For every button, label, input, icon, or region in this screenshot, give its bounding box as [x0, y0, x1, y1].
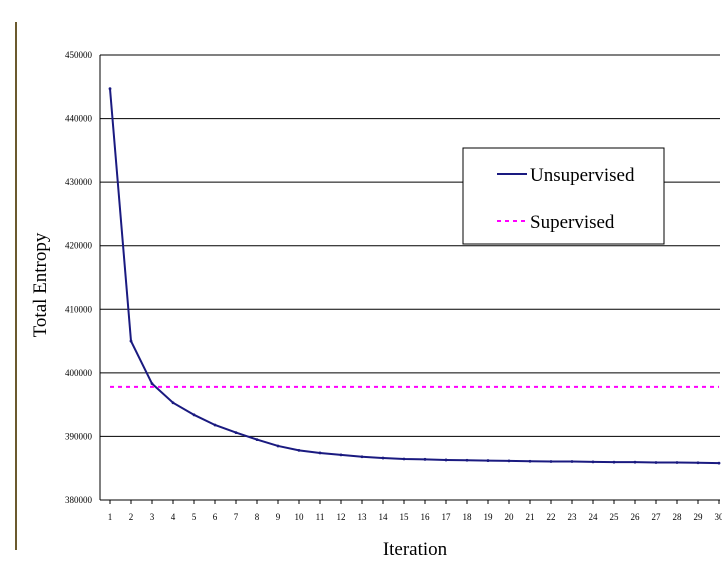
- x-tick-label: 14: [379, 512, 389, 522]
- y-tick-label: 430000: [65, 177, 93, 187]
- x-tick-label: 18: [463, 512, 473, 522]
- data-point-unsupervised: [403, 458, 406, 461]
- x-tick-label: 2: [129, 512, 134, 522]
- x-tick-label: 30: [715, 512, 722, 522]
- data-point-unsupervised: [109, 87, 112, 90]
- data-point-unsupervised: [151, 382, 154, 385]
- data-point-unsupervised: [466, 459, 469, 462]
- x-tick-label: 3: [150, 512, 155, 522]
- data-point-unsupervised: [424, 458, 427, 461]
- data-point-unsupervised: [319, 452, 322, 455]
- x-tick-label: 20: [505, 512, 515, 522]
- data-point-unsupervised: [571, 460, 574, 463]
- data-point-unsupervised: [655, 461, 658, 464]
- data-point-unsupervised: [298, 449, 301, 452]
- data-point-unsupervised: [193, 413, 196, 416]
- data-point-unsupervised: [718, 462, 721, 465]
- left-border-rule: [15, 22, 17, 550]
- y-tick-label: 450000: [65, 50, 93, 60]
- legend-label-unsupervised: Unsupervised: [530, 165, 635, 186]
- x-tick-label: 27: [652, 512, 662, 522]
- data-point-unsupervised: [634, 461, 637, 464]
- y-tick-labels: 380000 390000 400000 410000 420000 430000 4400…: [65, 50, 93, 505]
- y-tick-label: 390000: [65, 431, 93, 441]
- data-point-unsupervised: [277, 445, 280, 448]
- x-tick-label: 24: [589, 512, 599, 522]
- x-tick-label: 23: [568, 512, 578, 522]
- data-point-unsupervised: [676, 461, 679, 464]
- data-point-unsupervised: [130, 340, 133, 343]
- x-tick-label: 25: [610, 512, 620, 522]
- x-axis-title: Iteration: [383, 539, 448, 560]
- x-tick-label: 28: [673, 512, 683, 522]
- x-tick-label: 5: [192, 512, 197, 522]
- y-tick-label: 440000: [65, 114, 93, 124]
- legend: Unsupervised Supervised: [463, 148, 664, 244]
- x-tick-label: 15: [400, 512, 410, 522]
- data-point-unsupervised: [256, 438, 259, 441]
- series-line-unsupervised: [110, 89, 719, 463]
- x-tick-label: 21: [526, 512, 535, 522]
- data-point-unsupervised: [613, 461, 616, 464]
- x-tick-label: 1: [108, 512, 113, 522]
- x-tick-label: 11: [316, 512, 325, 522]
- y-tick-label: 380000: [65, 495, 93, 505]
- x-tick-label: 9: [276, 512, 281, 522]
- data-point-unsupervised: [382, 457, 385, 460]
- x-tick-label: 17: [442, 512, 452, 522]
- x-tick-label: 16: [421, 512, 431, 522]
- gridlines: [100, 55, 720, 500]
- data-point-unsupervised: [361, 455, 364, 458]
- x-tick-label: 7: [234, 512, 239, 522]
- x-tick-label: 26: [631, 512, 641, 522]
- data-point-unsupervised: [487, 459, 490, 462]
- x-tick-label: 6: [213, 512, 218, 522]
- data-point-unsupervised: [235, 431, 238, 434]
- y-tick-label: 400000: [65, 368, 93, 378]
- x-tick-label: 8: [255, 512, 260, 522]
- x-tick-label: 10: [295, 512, 305, 522]
- data-point-unsupervised: [508, 460, 511, 463]
- x-tick-label: 12: [337, 512, 346, 522]
- x-tick-label: 4: [171, 512, 176, 522]
- y-axis-title: Total Entropy: [30, 232, 51, 337]
- x-tick-label: 19: [484, 512, 494, 522]
- y-tick-label: 420000: [65, 241, 93, 251]
- data-point-unsupervised: [214, 424, 217, 427]
- data-point-unsupervised: [592, 460, 595, 463]
- data-point-unsupervised: [340, 453, 343, 456]
- data-point-unsupervised: [550, 460, 553, 463]
- series-lines: [109, 87, 721, 464]
- legend-label-supervised: Supervised: [530, 212, 615, 233]
- data-point-unsupervised: [697, 461, 700, 464]
- data-point-unsupervised: [172, 401, 175, 404]
- x-tick-label: 13: [358, 512, 368, 522]
- x-tick-label: 22: [547, 512, 556, 522]
- x-tick-label: 29: [694, 512, 704, 522]
- y-tick-label: 410000: [65, 304, 93, 314]
- data-point-unsupervised: [445, 459, 448, 462]
- data-point-unsupervised: [529, 460, 532, 463]
